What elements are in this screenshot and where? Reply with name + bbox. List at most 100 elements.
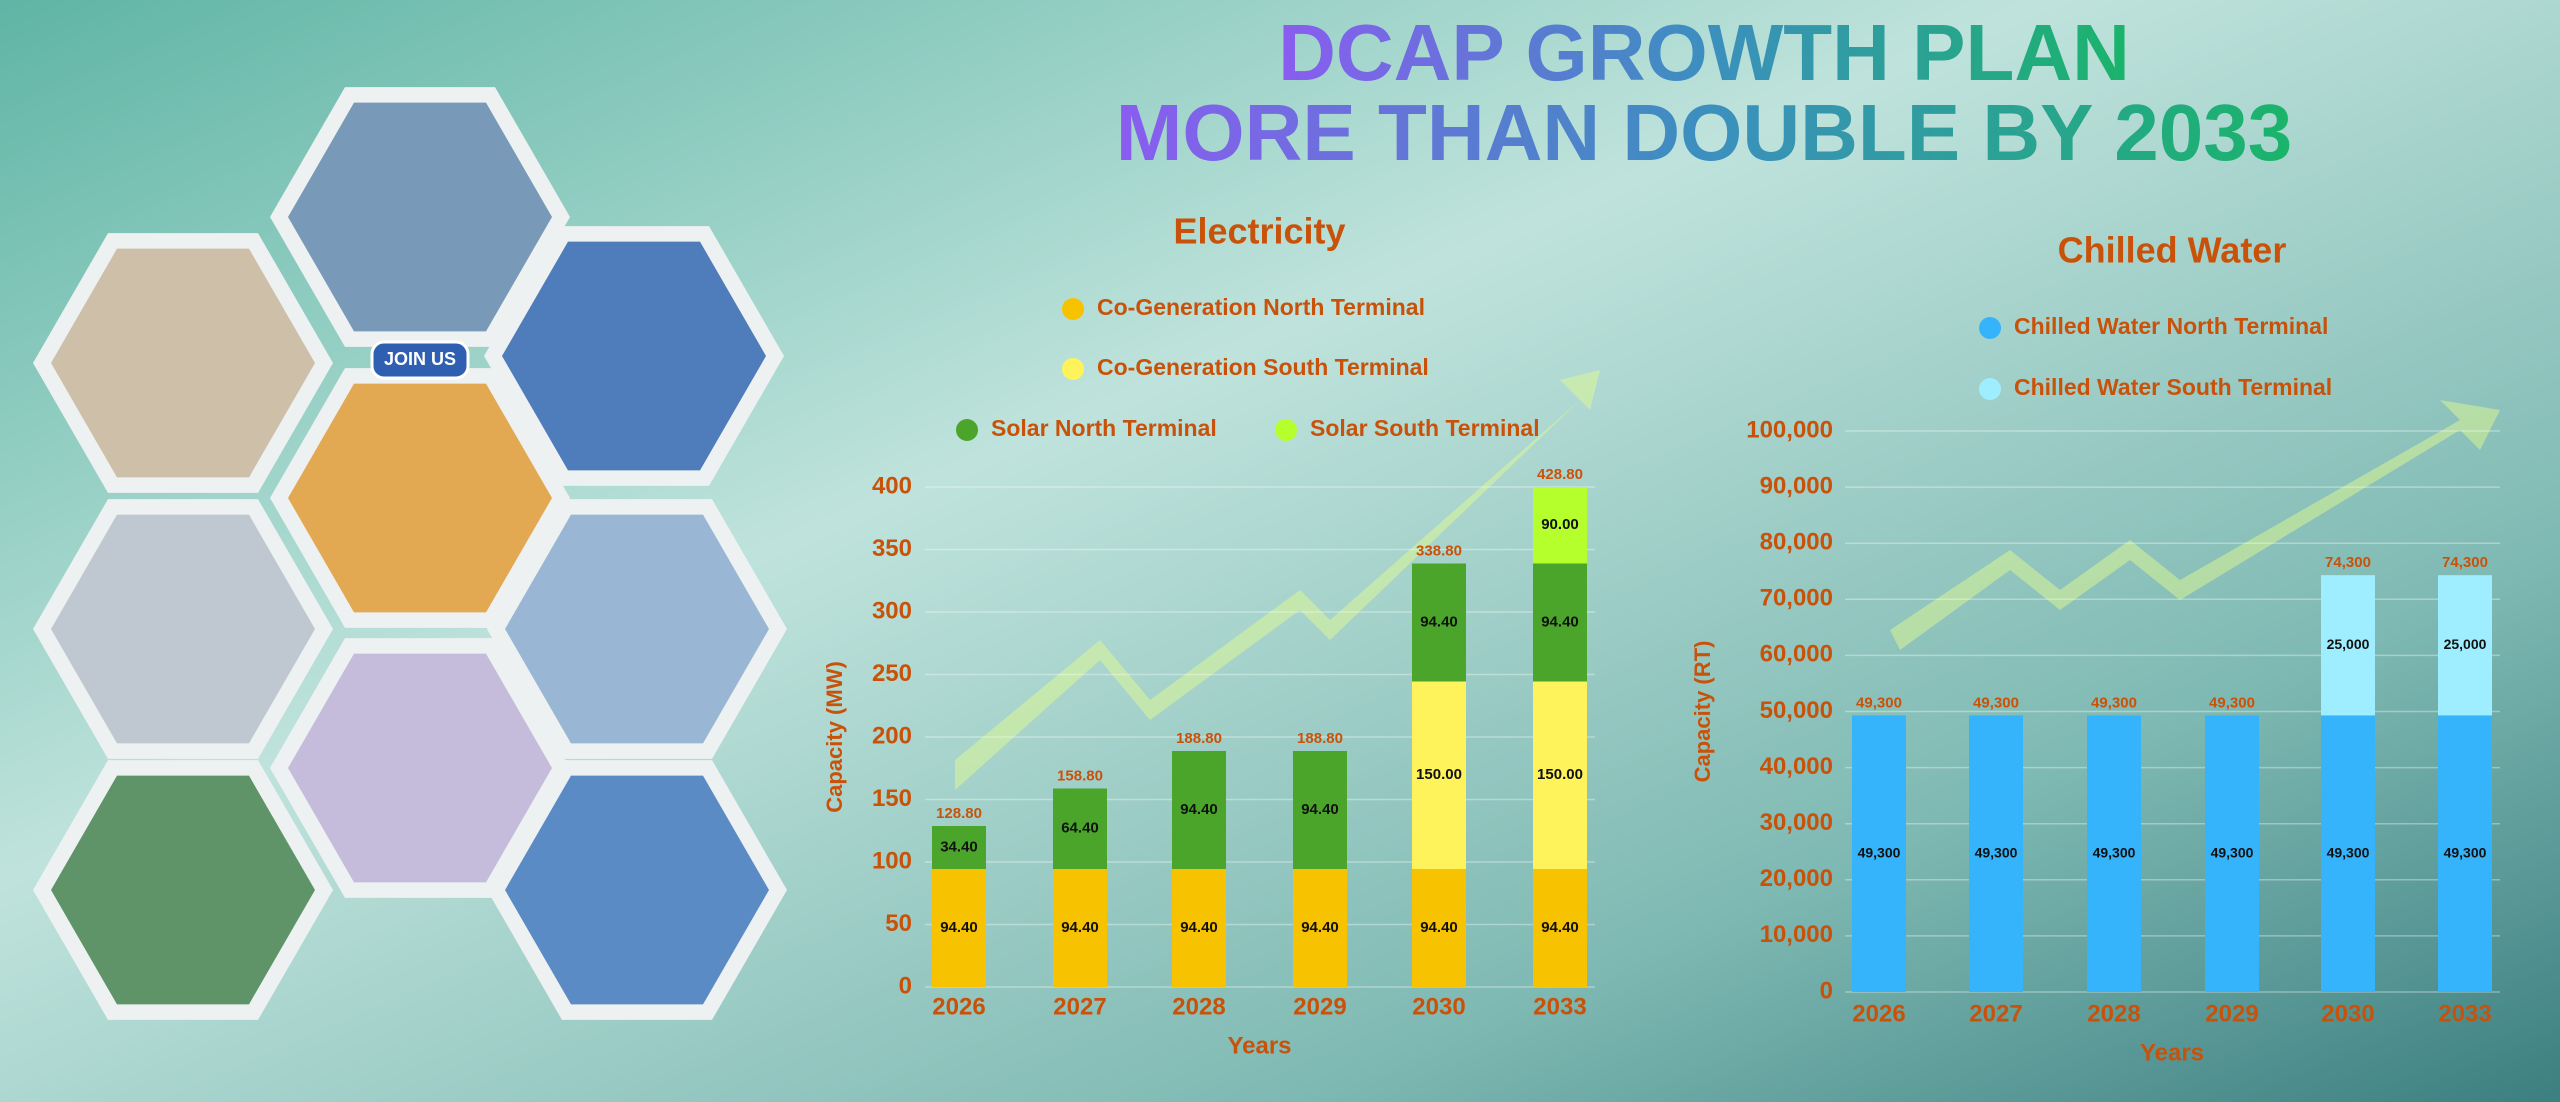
total-label: 428.80 <box>1537 466 1583 483</box>
bar-segment <box>1412 681 1466 869</box>
decor-arrow <box>1890 400 2500 650</box>
y-tick-label: 250 <box>872 660 912 687</box>
hex-photo <box>51 775 315 1005</box>
y-tick-label: 300 <box>872 597 912 624</box>
total-label: 128.80 <box>936 805 982 822</box>
value-label: 64.40 <box>1061 820 1099 837</box>
hex-photo <box>502 241 766 471</box>
bar-segment <box>2087 715 2141 992</box>
x-tick-label: 2026 <box>932 993 985 1020</box>
legend-label: Solar North Terminal <box>991 415 1217 441</box>
legend-label: Solar South Terminal <box>1310 415 1540 441</box>
hex-photo <box>51 514 315 744</box>
bar-segment <box>1172 751 1226 869</box>
total-label: 338.80 <box>1416 542 1462 559</box>
y-tick-label: 400 <box>872 472 912 499</box>
value-label: 94.40 <box>940 919 978 936</box>
value-label: 94.40 <box>1420 919 1458 936</box>
y-tick-label: 40,000 <box>1760 753 1833 780</box>
value-label: 49,300 <box>1975 844 2018 860</box>
value-label: 150.00 <box>1416 766 1462 783</box>
bar-segment <box>2321 575 2375 716</box>
value-label: 34.40 <box>940 838 978 855</box>
total-label: 49,300 <box>1856 694 1902 711</box>
legend-label: Chilled Water South Terminal <box>2014 374 2332 400</box>
total-label: 49,300 <box>2091 694 2137 711</box>
value-label: 94.40 <box>1541 919 1579 936</box>
button-bg[interactable] <box>370 340 470 380</box>
chart-title: Electricity <box>1173 211 1345 252</box>
y-tick-label: 30,000 <box>1760 809 1833 836</box>
bar-segment <box>932 869 986 987</box>
y-axis-label: Capacity (MW) <box>822 661 847 813</box>
legend-swatch <box>1979 378 2001 400</box>
x-tick-label: 2027 <box>1969 1000 2022 1027</box>
button-label[interactable]: JOIN US <box>384 349 456 369</box>
x-tick-label: 2033 <box>1533 993 1586 1020</box>
x-tick-label: 2028 <box>1172 993 1225 1020</box>
bar-segment <box>1293 751 1347 869</box>
total-label: 188.80 <box>1176 730 1222 747</box>
bar-segment <box>2438 575 2492 716</box>
y-tick-label: 10,000 <box>1760 921 1833 948</box>
hex-photo <box>505 514 769 744</box>
value-label: 49,300 <box>2444 844 2487 860</box>
bar-segment <box>1969 715 2023 992</box>
title-line: MORE THAN DOUBLE BY 2033 <box>1116 88 2293 177</box>
total-label: 49,300 <box>1973 694 2019 711</box>
x-axis-label: Years <box>1227 1032 1291 1059</box>
bar-segment <box>1852 715 1906 992</box>
value-label: 49,300 <box>2093 844 2136 860</box>
y-tick-label: 70,000 <box>1760 585 1833 612</box>
value-label: 49,300 <box>1858 844 1901 860</box>
legend-label: Co-Generation North Terminal <box>1097 294 1425 320</box>
x-tick-label: 2030 <box>1412 993 1465 1020</box>
value-label: 94.40 <box>1061 919 1099 936</box>
x-axis-label: Years <box>2140 1039 2204 1066</box>
bar-segment <box>2321 715 2375 992</box>
bar-segment <box>1533 869 1587 987</box>
y-tick-label: 350 <box>872 535 912 562</box>
bar-segment <box>1172 869 1226 987</box>
hex-photo <box>505 775 769 1005</box>
y-tick-label: 0 <box>1820 977 1833 1004</box>
total-label: 158.80 <box>1057 767 1103 784</box>
photo-collage <box>33 87 787 1020</box>
value-label: 94.40 <box>1301 801 1339 818</box>
y-tick-label: 60,000 <box>1760 641 1833 668</box>
bar-segment <box>1533 487 1587 564</box>
join-button[interactable]: JOIN US <box>370 340 470 380</box>
value-label: 90.00 <box>1541 516 1579 533</box>
total-label: 74,300 <box>2325 554 2371 571</box>
y-tick-label: 150 <box>872 785 912 812</box>
value-label: 49,300 <box>2327 844 2370 860</box>
bar-segment <box>1053 788 1107 869</box>
hex-photo <box>288 102 552 332</box>
legend-swatch <box>1062 298 1084 320</box>
total-label: 49,300 <box>2209 694 2255 711</box>
title-line: DCAP GROWTH PLAN <box>1278 8 2130 97</box>
y-tick-label: 20,000 <box>1760 865 1833 892</box>
x-tick-label: 2029 <box>1293 993 1346 1020</box>
bar-segment <box>2438 715 2492 992</box>
value-label: 94.40 <box>1180 801 1218 818</box>
y-tick-label: 100,000 <box>1746 416 1833 443</box>
bar-segment <box>1533 681 1587 869</box>
y-tick-label: 90,000 <box>1760 472 1833 499</box>
value-label: 150.00 <box>1537 766 1583 783</box>
value-label: 94.40 <box>1180 919 1218 936</box>
bar-segment <box>1053 869 1107 987</box>
x-tick-label: 2026 <box>1852 1000 1905 1027</box>
hex-photo <box>288 653 552 883</box>
legend-label: Chilled Water North Terminal <box>2014 313 2328 339</box>
legend-swatch <box>956 419 978 441</box>
y-tick-label: 0 <box>899 972 912 999</box>
legend-swatch <box>1275 419 1297 441</box>
value-label: 25,000 <box>2327 636 2370 652</box>
y-tick-label: 80,000 <box>1760 529 1833 556</box>
total-label: 188.80 <box>1297 730 1343 747</box>
hex-photo <box>288 383 552 613</box>
y-tick-label: 100 <box>872 847 912 874</box>
bar-segment <box>2205 715 2259 992</box>
